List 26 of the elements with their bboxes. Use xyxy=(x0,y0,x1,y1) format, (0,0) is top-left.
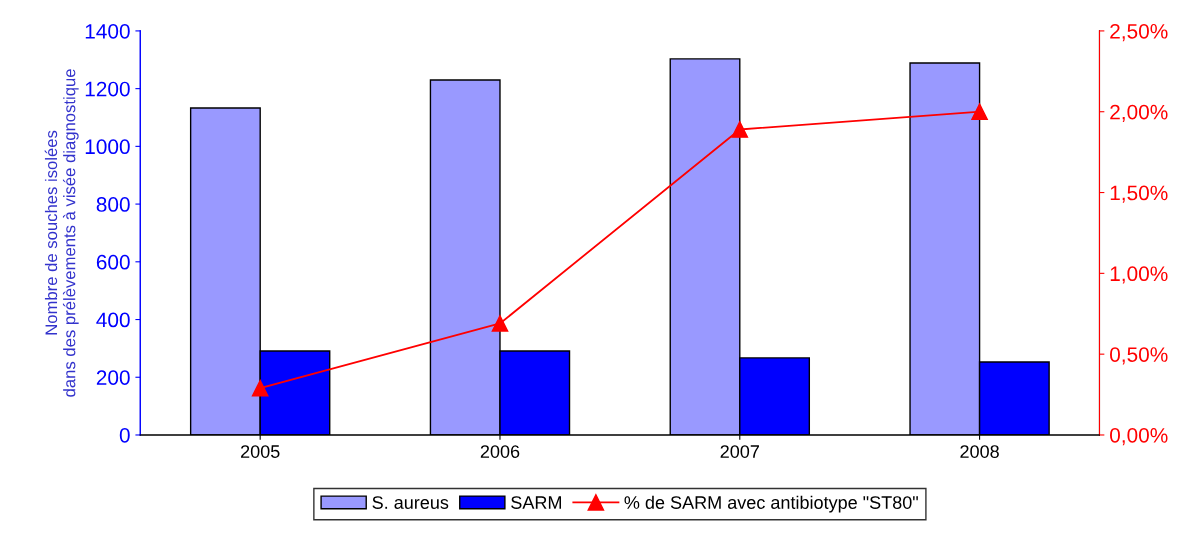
y-tick-label: 600 xyxy=(96,254,130,270)
y-tick-label: 0 xyxy=(119,427,130,443)
legend-label: SARM xyxy=(511,496,561,509)
y-tick-label: 800 xyxy=(96,197,130,212)
point xyxy=(251,379,269,397)
y2-tick-label: 2,00% xyxy=(1110,104,1168,122)
point xyxy=(491,315,509,332)
x-tick-label: 2008 xyxy=(960,445,999,458)
point xyxy=(731,121,749,138)
y2-tick-label: 1,00% xyxy=(1110,266,1168,284)
y-axis-title: Nombre de souches isolées dans des prélèvements à visée diagnostique xyxy=(44,69,79,397)
y2-tick-label: 0,50% xyxy=(1110,347,1168,365)
y-tick-label: 1400 xyxy=(85,23,130,39)
y-tick-label: 200 xyxy=(96,370,130,386)
legend-label: S. aureus xyxy=(372,496,449,509)
y-tick-label: 1000 xyxy=(85,139,130,155)
y2-tick-label: 2,50% xyxy=(1110,23,1168,42)
x-tick-label: 2007 xyxy=(720,445,759,458)
y2-tick-label: 0,00% xyxy=(1110,427,1168,446)
y2-tick-label: 1,50% xyxy=(1110,185,1168,203)
legend-label: % de SARM avec antibiotype "ST80" xyxy=(624,495,918,513)
y-tick-label: 1200 xyxy=(85,81,130,97)
x-tick-label: 2005 xyxy=(241,445,280,458)
y-tick-label: 400 xyxy=(96,312,130,328)
point xyxy=(971,103,988,121)
x-tick-label: 2006 xyxy=(480,445,520,458)
